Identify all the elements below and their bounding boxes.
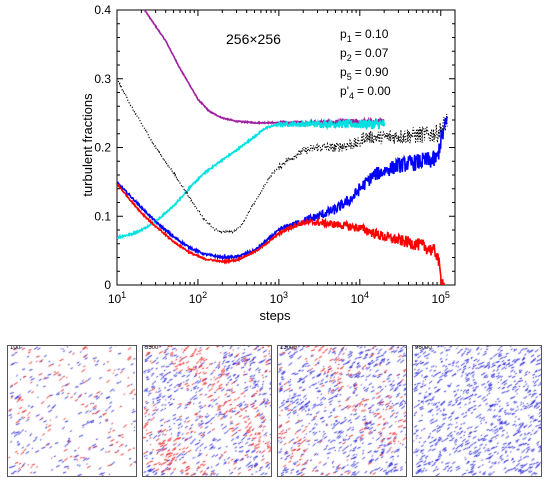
series-line-0 — [143, 10, 385, 127]
x-tick-label: 103 — [270, 290, 288, 306]
snapshot-canvas — [8, 346, 136, 476]
y-tick-label: 0.2 — [94, 141, 111, 155]
y-tick-label: 0 — [104, 278, 111, 292]
snapshot-panel-100: 100 — [7, 345, 137, 477]
grid-size-label: 256×256 — [226, 31, 281, 47]
series-line-2 — [117, 77, 448, 235]
snapshot-canvas — [143, 346, 271, 476]
snapshot-step-label: 100 — [10, 345, 21, 351]
snapshot-panel-96000: 96000 — [412, 345, 542, 477]
y-axis-ticks: 0 0.1 0.2 0.3 0.4 — [94, 3, 455, 292]
param-label: p1 = 0.10 — [340, 27, 389, 44]
series-line-3 — [117, 116, 448, 262]
param-label: p'4 = 0.00 — [340, 84, 391, 101]
x-axis-label: steps — [259, 308, 291, 323]
snapshot-step-label: 96000 — [415, 345, 432, 351]
parameter-annotations: p1 = 0.10 p2 = 0.07 p5 = 0.90 p'4 = 0.00 — [340, 27, 391, 101]
x-tick-label: 101 — [108, 290, 126, 306]
x-tick-label: 102 — [189, 290, 207, 306]
snapshot-step-label: 13000 — [280, 345, 297, 351]
snapshot-canvas — [278, 346, 406, 476]
param-label: p2 = 0.07 — [340, 46, 389, 63]
x-tick-label: 104 — [351, 290, 369, 306]
y-tick-label: 0.4 — [94, 3, 111, 17]
snapshot-panel-5500: 5500 — [142, 345, 272, 477]
x-tick-label: 105 — [432, 290, 450, 306]
snapshot-step-label: 5500 — [145, 345, 159, 351]
main-chart: 101 102 103 104 105 0 0.1 0.2 0.3 0.4 steps turb… — [80, 3, 456, 323]
snapshot-canvas — [413, 346, 541, 476]
series-lines — [117, 10, 448, 285]
y-tick-label: 0.3 — [94, 72, 111, 86]
param-label: p5 = 0.90 — [340, 65, 389, 82]
y-tick-label: 0.1 — [94, 209, 111, 223]
series-line-4 — [117, 183, 445, 285]
x-axis-ticks: 101 102 103 104 105 — [108, 10, 450, 306]
series-line-1 — [117, 117, 385, 240]
snapshot-panel-13000: 13000 — [277, 345, 407, 477]
y-axis-label: turbulent fractions — [80, 93, 95, 197]
